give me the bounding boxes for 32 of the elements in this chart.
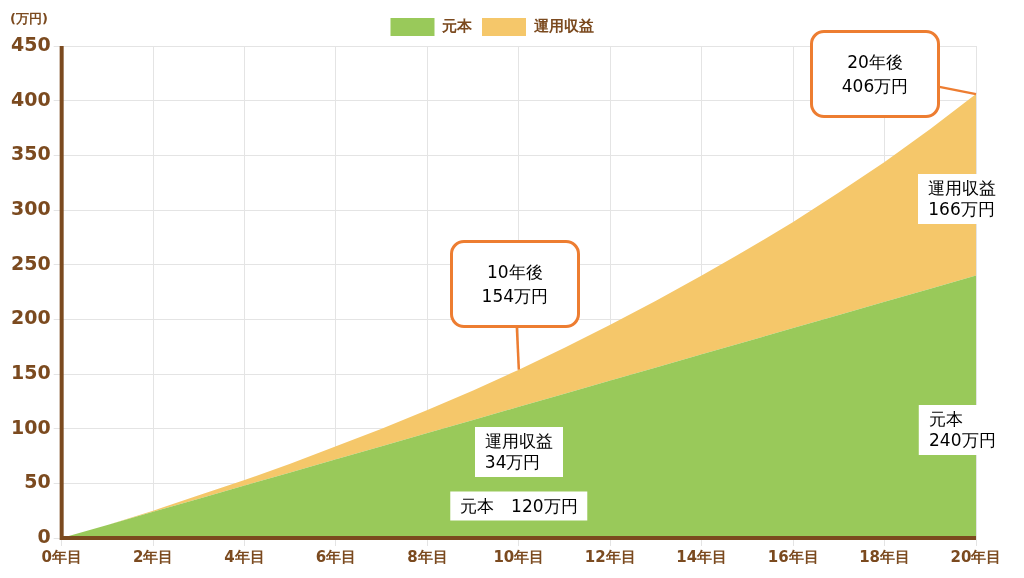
annotation: 20年後 406万円 [841,51,909,99]
x-tick-label: 8年目 [407,547,448,566]
x-tick-label: 4年目 [224,547,265,566]
x-tick-label: 6年目 [315,547,357,566]
speech-bubble: 10年後 154万円 [449,239,580,328]
x-tick-label: 10年目 [493,547,545,566]
x-tick-label: 2年目 [132,547,174,566]
x-tick-label: 16年目 [767,547,819,566]
y-tick-label: 450 [10,32,51,55]
y-tick-label: 300 [10,196,51,219]
x-tick-label: 0年目 [41,547,82,566]
y-tick-label: 50 [24,470,51,493]
y-tick-label: 100 [10,415,51,438]
annotation: 運用収益 34万円 [484,430,553,473]
annotation: 10年後 154万円 [481,260,549,308]
legend-label: 元本 [441,16,473,35]
x-tick-label: 14年目 [676,547,728,566]
y-tick-label: 0 [37,524,51,547]
y-tick-label: 250 [10,251,51,274]
y-tick-label: 350 [10,142,51,165]
annotation: 元本 240万円 [929,408,996,451]
annotation: 元本 120万円 [460,495,578,517]
annotation: 運用収益 166万円 [928,177,997,220]
y-tick-label: 400 [10,87,51,110]
legend-label: 運用収益 [532,16,594,35]
speech-bubble: 20年後 406万円 [810,30,940,119]
y-axis-title: (万円) [10,11,48,27]
x-tick-label: 18年目 [859,547,910,566]
y-tick-label: 150 [10,360,51,383]
y-tick-label: 200 [10,306,51,329]
x-tick-label: 12年目 [584,547,636,566]
x-tick-label: 20年目 [950,547,1002,566]
